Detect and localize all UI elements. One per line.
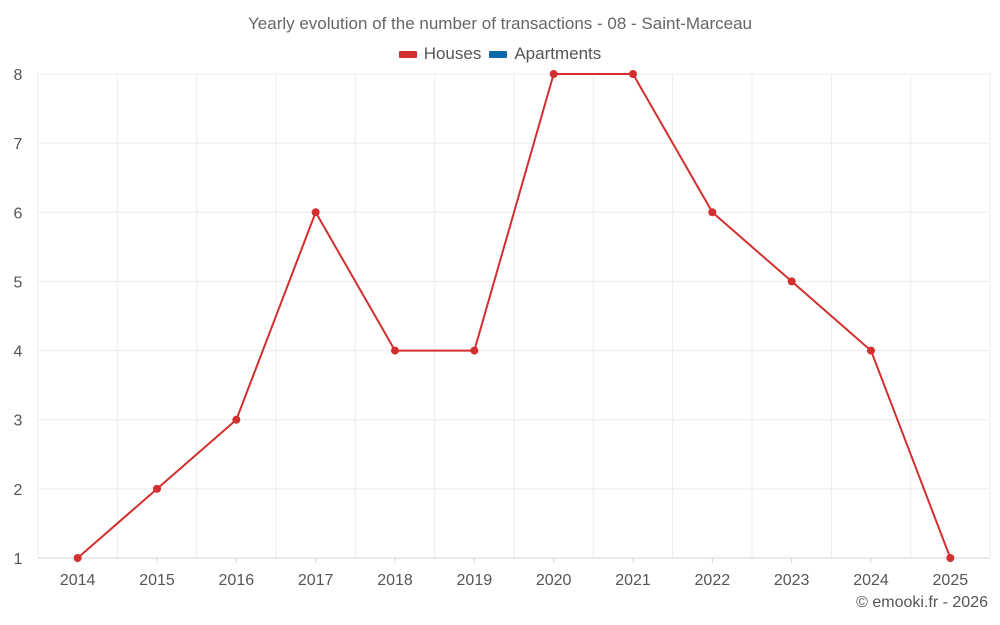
x-tick-label: 2020 <box>536 572 572 589</box>
x-tick-label: 2025 <box>933 572 969 589</box>
legend-item-apartments[interactable]: Apartments <box>489 44 601 64</box>
x-tick-label: 2021 <box>615 572 651 589</box>
legend-label-apartments: Apartments <box>514 44 602 63</box>
series-layer <box>73 70 955 562</box>
x-tick-label: 2019 <box>457 572 493 589</box>
legend: Houses Apartments <box>0 44 1000 64</box>
data-point-houses[interactable] <box>708 208 717 217</box>
data-point-houses[interactable] <box>153 484 161 493</box>
data-point-houses[interactable] <box>391 346 399 355</box>
y-tick-label: 8 <box>14 67 23 84</box>
legend-item-houses[interactable]: Houses <box>398 44 482 64</box>
data-point-houses[interactable] <box>946 554 955 562</box>
x-axis-ticks: 2014 2015 2016 2017 2018 2019 2020 2021 2022 2023… <box>60 558 968 589</box>
data-point-houses[interactable] <box>629 70 637 78</box>
x-tick-label: 2024 <box>853 572 889 589</box>
x-tick-label: 2018 <box>377 572 413 589</box>
x-tick-label: 2022 <box>695 572 731 589</box>
y-axis-ticks: 1 2 3 4 5 6 7 8 <box>14 67 23 568</box>
data-point-houses[interactable] <box>311 208 320 217</box>
legend-label-houses: Houses <box>423 44 482 63</box>
x-tick-label: 2015 <box>139 572 175 589</box>
legend-swatch-apartments <box>489 50 508 58</box>
x-tick-label: 2023 <box>774 572 810 589</box>
y-tick-label: 6 <box>14 205 23 222</box>
data-point-houses[interactable] <box>73 554 82 562</box>
data-point-houses[interactable] <box>470 346 479 355</box>
data-point-houses[interactable] <box>549 70 558 78</box>
x-tick-label: 2014 <box>60 572 96 589</box>
data-point-houses[interactable] <box>232 415 241 424</box>
data-point-houses[interactable] <box>867 346 875 355</box>
series-line-houses <box>77 73 952 559</box>
x-tick-label: 2016 <box>219 572 255 589</box>
legend-swatch-houses <box>398 50 417 58</box>
y-tick-label: 3 <box>14 413 23 430</box>
chart-title: Yearly evolution of the number of transa… <box>248 14 752 33</box>
x-tick-label: 2017 <box>298 572 334 589</box>
y-tick-label: 5 <box>14 274 23 291</box>
credit-text: © emooki.fr - 2026 <box>856 594 988 611</box>
data-point-houses[interactable] <box>787 277 796 286</box>
grid-lines <box>37 73 991 559</box>
y-tick-label: 4 <box>14 344 23 361</box>
y-tick-label: 2 <box>14 482 23 499</box>
y-tick-label: 1 <box>14 551 23 568</box>
y-tick-label: 7 <box>14 136 23 153</box>
